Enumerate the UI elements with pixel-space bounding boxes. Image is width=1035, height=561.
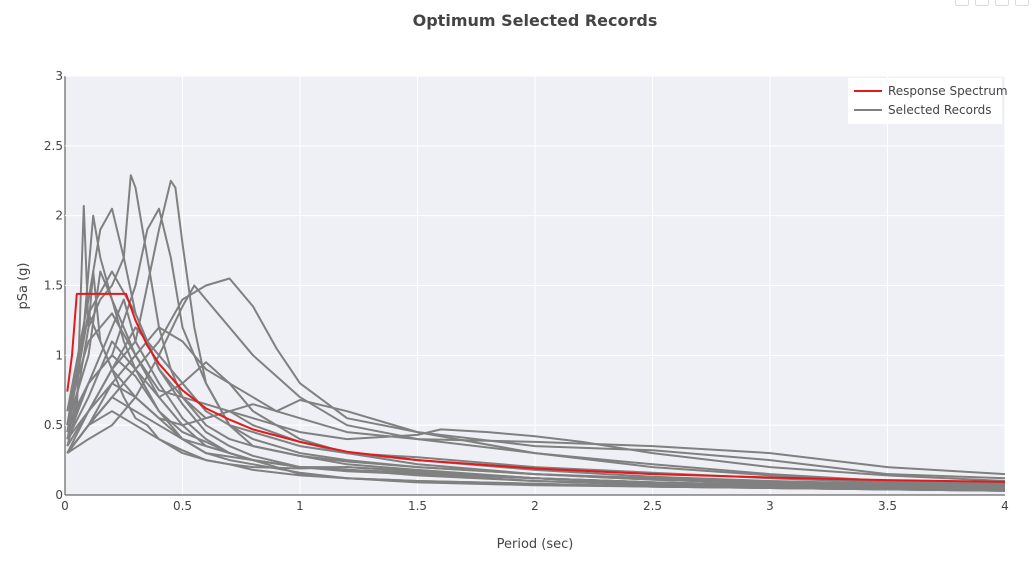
zoom-icon[interactable] (975, 0, 989, 6)
selected-record-line[interactable] (66, 284, 1006, 485)
x-tick-label: 2.5 (643, 499, 662, 513)
selected-record-line[interactable] (66, 312, 1006, 489)
x-axis-ticks: 0 0.5 1 1.5 2 2.5 3 3.5 4 (61, 499, 1009, 513)
y-axis-title: pSa (g) (16, 263, 31, 310)
x-tick-label: 3.5 (878, 499, 897, 513)
response-spectrum-line[interactable] (66, 292, 1006, 483)
y-tick-label: 0.5 (44, 418, 63, 432)
camera-icon[interactable] (955, 0, 969, 6)
x-tick-label: 1 (296, 499, 304, 513)
y-tick-label: 2 (55, 209, 63, 223)
y-tick-label: 2.5 (44, 139, 63, 153)
plot-modebar[interactable] (955, 0, 1029, 6)
selected-record-line[interactable] (66, 354, 1006, 492)
selected-record-line[interactable] (66, 326, 1006, 485)
x-axis-title: Period (sec) (497, 537, 574, 552)
y-axis-ticks: 0 0.5 1 1.5 2 2.5 3 (44, 69, 63, 502)
reset-axes-icon[interactable] (1015, 0, 1029, 6)
y-tick-label: 1.5 (44, 279, 63, 293)
legend-label-records: Selected Records (888, 103, 992, 117)
y-tick-label: 1 (55, 348, 63, 362)
grid-lines (64, 75, 1006, 496)
x-tick-label: 4 (1001, 499, 1009, 513)
legend-box (848, 78, 1002, 124)
legend[interactable]: Response Spectrum Selected Records (848, 78, 1008, 124)
selected-record-line[interactable] (66, 396, 1006, 491)
y-tick-label: 0 (55, 488, 63, 502)
response-spectrum-series (66, 292, 1006, 483)
x-tick-label: 0 (61, 499, 69, 513)
x-tick-label: 1.5 (408, 499, 427, 513)
legend-label-response: Response Spectrum (888, 84, 1008, 98)
x-tick-label: 3 (766, 499, 774, 513)
selected-record-line[interactable] (66, 410, 1006, 491)
selected-records-series (66, 174, 1006, 492)
x-tick-label: 0.5 (173, 499, 192, 513)
x-tick-label: 2 (531, 499, 539, 513)
y-tick-label: 3 (55, 69, 63, 83)
selected-record-line[interactable] (66, 340, 1006, 488)
pan-icon[interactable] (995, 0, 1009, 6)
chart-title: Optimum Selected Records (413, 11, 658, 30)
